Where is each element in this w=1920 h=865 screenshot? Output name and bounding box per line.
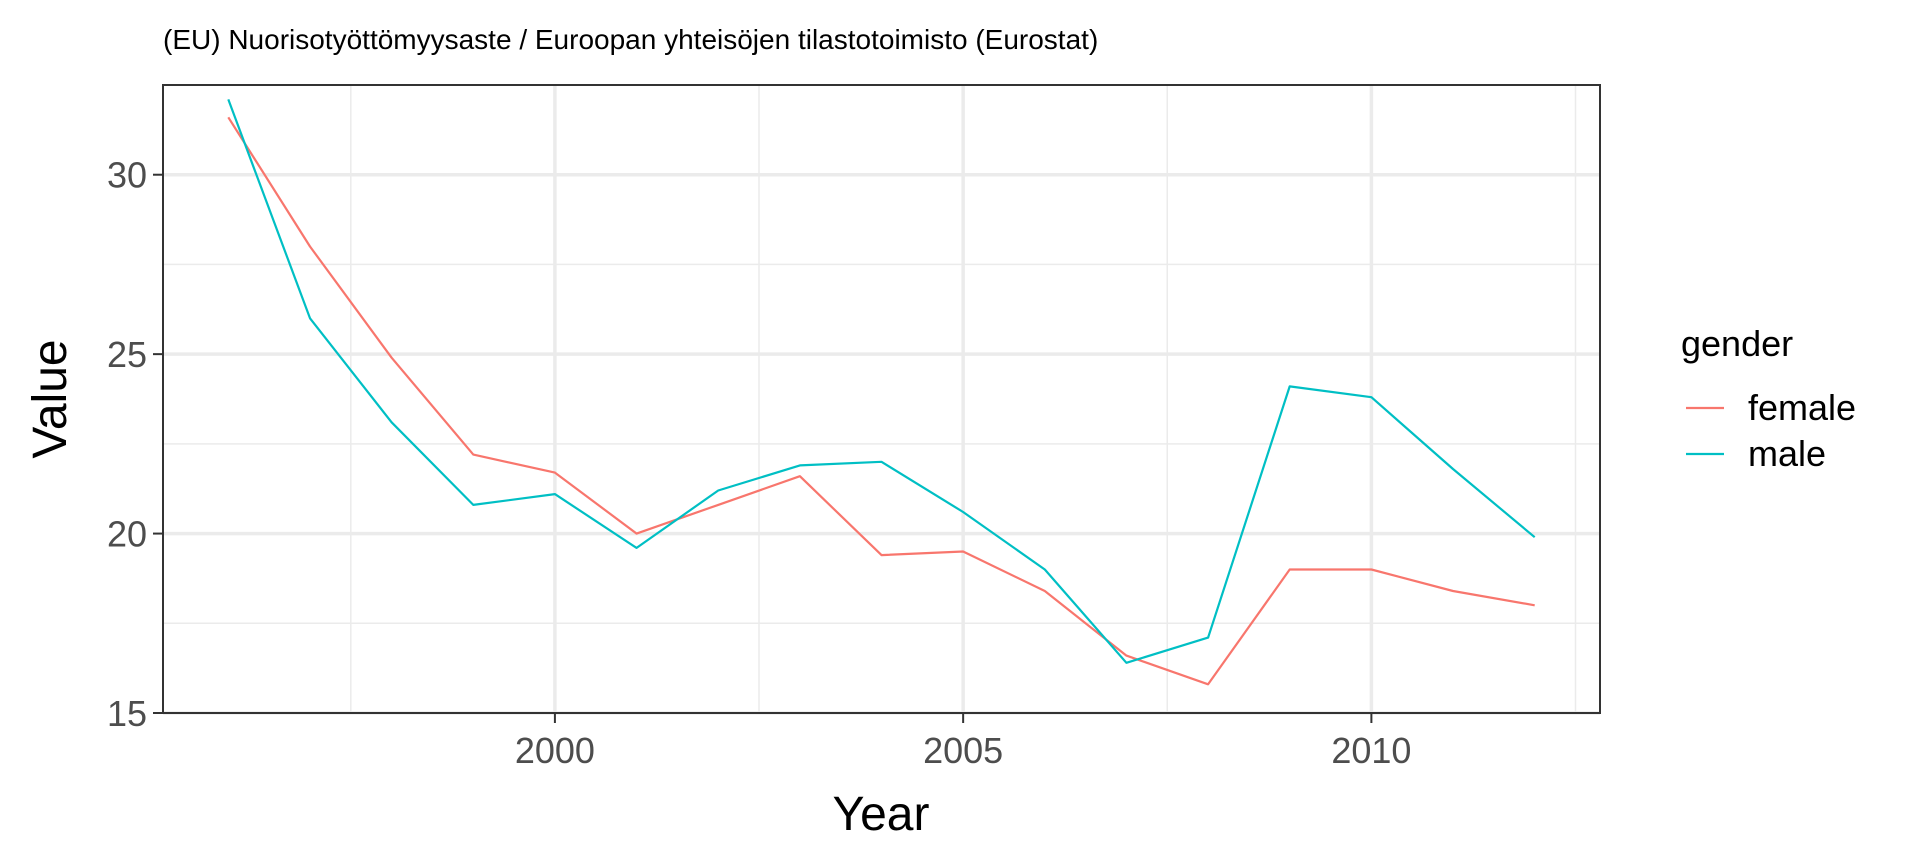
y-tick-label: 20 — [107, 514, 147, 555]
chart-title: (EU) Nuorisotyöttömyysaste / Euroopan yh… — [163, 24, 1098, 55]
series-lines — [227, 99, 1536, 686]
y-tick-label: 30 — [107, 155, 147, 196]
series-line-female — [227, 116, 1535, 686]
y-axis-title: Value — [24, 339, 77, 458]
y-tick-label: 15 — [107, 693, 147, 734]
legend-label-male: male — [1748, 433, 1826, 474]
y-tick-label: 25 — [107, 334, 147, 375]
x-tick-label: 2010 — [1331, 730, 1411, 771]
panel-border — [162, 84, 1601, 714]
legend-label-female: female — [1748, 387, 1856, 428]
x-tick-label: 2005 — [923, 730, 1003, 771]
x-tick-label: 2000 — [515, 730, 595, 771]
series-line-male — [227, 99, 1536, 664]
x-axis-title: Year — [833, 788, 930, 841]
axes: 15 20 25 30 2000 2005 2010 — [107, 155, 1411, 771]
legend: gender female male — [1681, 323, 1856, 474]
grid — [163, 84, 1600, 715]
legend-title: gender — [1681, 323, 1793, 364]
